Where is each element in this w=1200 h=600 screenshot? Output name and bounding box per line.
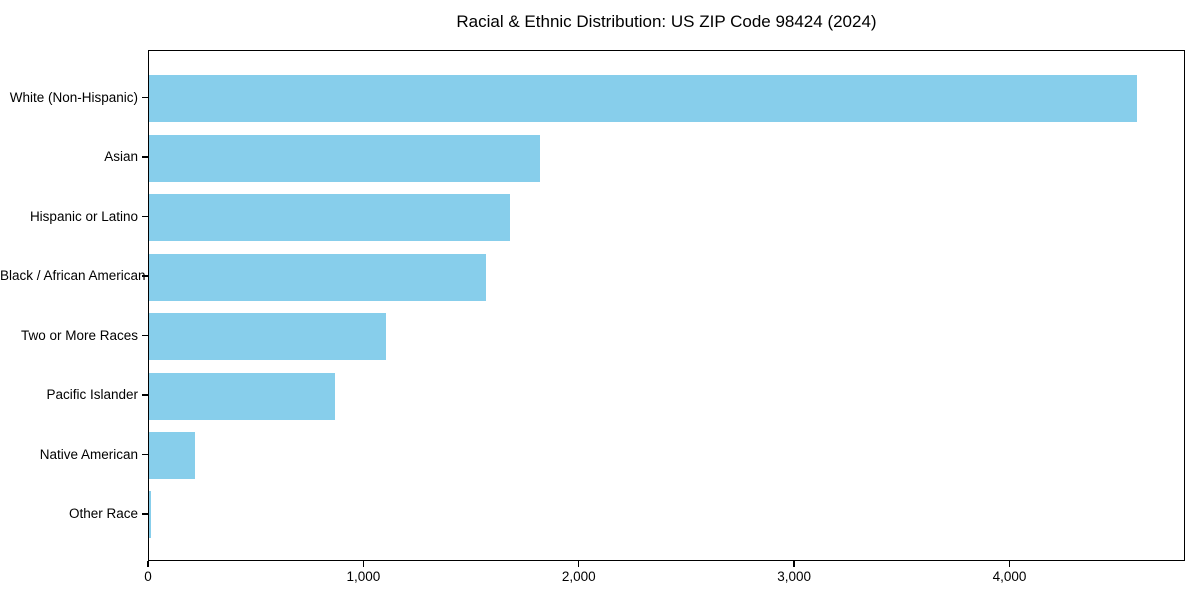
x-tick-mark (1008, 561, 1011, 567)
x-tick-mark (793, 561, 795, 567)
y-tick-mark (142, 453, 148, 456)
y-tick-label-white-non-hispanic: White (Non-Hispanic) (9, 89, 138, 105)
y-tick-label-two-or-more-races: Two or More Races (20, 327, 138, 343)
bar-pacific-islander (149, 372, 336, 420)
y-tick-mark (142, 394, 148, 396)
bar-black-african-american (149, 253, 487, 301)
bar-native-american (149, 432, 196, 480)
plot-area (148, 50, 1185, 561)
y-tick-label-black-african-american: Black / African American (0, 268, 146, 284)
bar-hispanic-or-latino (149, 194, 510, 242)
x-tick-mark (577, 561, 580, 567)
bar-white-non-hispanic (149, 75, 1138, 123)
x-tick-label-4000: 4,000 (992, 569, 1027, 584)
y-tick-label-native-american: Native American (39, 446, 138, 462)
y-tick-mark (142, 513, 148, 515)
bar-asian (149, 134, 540, 182)
bar-other-race (149, 491, 151, 539)
x-tick-label-0: 0 (144, 569, 152, 584)
y-tick-mark (142, 275, 148, 277)
chart-title: Racial & Ethnic Distribution: US ZIP Cod… (456, 12, 877, 31)
y-tick-mark (142, 215, 148, 218)
y-tick-label-asian: Asian (104, 149, 138, 165)
x-tick-mark (362, 561, 365, 567)
x-tick-mark (147, 561, 149, 567)
y-tick-label-other-race: Other Race (68, 505, 138, 521)
bar-two-or-more-races (149, 313, 386, 361)
x-tick-label-1000: 1,000 (346, 569, 381, 584)
x-tick-label-3000: 3,000 (777, 569, 811, 584)
x-tick-label-2000: 2,000 (561, 569, 596, 584)
y-tick-label-pacific-islander: Pacific Islander (46, 387, 138, 403)
y-tick-mark (142, 96, 148, 99)
y-tick-mark (142, 334, 148, 337)
y-tick-label-hispanic-or-latino: Hispanic or Latino (29, 208, 138, 224)
y-tick-mark (142, 156, 148, 158)
